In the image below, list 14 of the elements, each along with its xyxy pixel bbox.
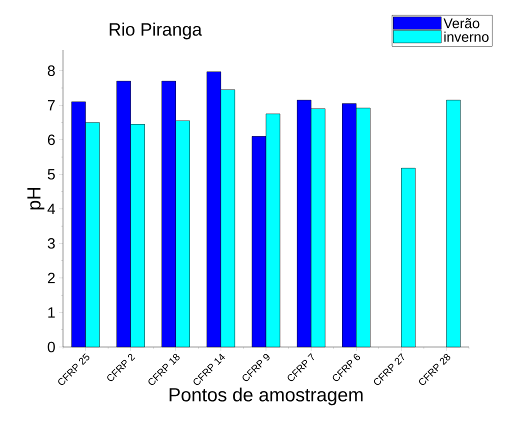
y-tick-label: 1 [48,307,55,318]
y-tick-label: 3 [48,238,55,249]
y-tick-label: 0 [48,342,55,352]
y-tick-label: 7 [48,100,55,110]
y-tick-label: 6 [48,134,55,146]
y-tick-label: 8 [48,65,55,76]
y-tick-label: 2 [48,272,55,284]
y-tick-label: 4 [48,204,56,214]
x-axis-title: Pontos de amostragem [170,388,363,406]
y-axis-title: pH [27,188,44,210]
chart-title: Rio Piranga [110,22,202,40]
y-tick-label: 5 [48,169,55,180]
legend-label: Verão [444,18,480,28]
legend-label: inverno [444,32,489,42]
